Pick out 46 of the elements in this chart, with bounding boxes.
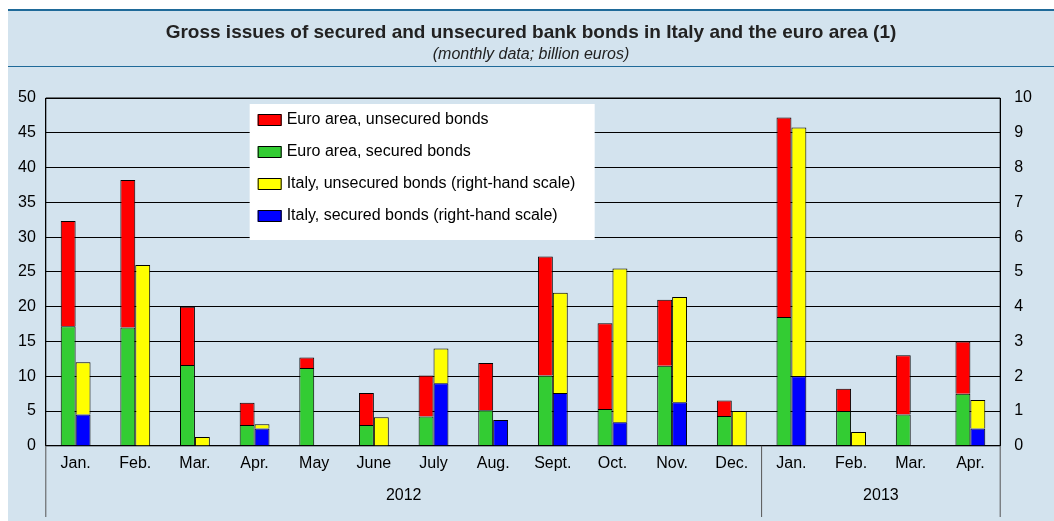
y2-tick-label: 10 (1014, 88, 1033, 106)
y-tick-label: 15 (18, 331, 36, 349)
y2-tick-label: 6 (1014, 227, 1024, 245)
x-tick-label: Oct. (597, 453, 628, 471)
x-tick-label: Jan. (60, 453, 91, 471)
x-tick-label: Mar. (179, 453, 211, 471)
y2-tick-label: 9 (1014, 123, 1024, 141)
x-tick-label: Feb. (835, 453, 868, 471)
legend-label: Italy, secured bonds (right-hand scale) (286, 206, 558, 224)
text: 2013 (863, 486, 899, 504)
y-tick-label: 40 (18, 157, 36, 175)
legend-label: Euro area, unsecured bonds (286, 110, 489, 128)
y-tick-label: 20 (18, 297, 36, 315)
x-tick-label: May (299, 453, 330, 471)
x-tick-label: Apr. (956, 453, 985, 471)
y2-tick-label: 3 (1014, 331, 1024, 349)
x-tick-label: June (356, 453, 392, 471)
y-tick-label: 0 (26, 436, 36, 454)
x-tick-label: Jan. (776, 453, 807, 471)
y2-tick-label: 2 (1014, 366, 1024, 384)
x-tick-label: Dec. (715, 453, 749, 471)
x-tick-label: Nov. (656, 453, 688, 471)
y-tick-label: 10 (18, 366, 36, 384)
y2-tick-label: 0 (1014, 436, 1024, 454)
y-tick-label: 30 (18, 227, 36, 245)
y-tick-label: 35 (18, 192, 36, 210)
x-tick-label: Mar. (895, 453, 927, 471)
x-tick-label: Aug. (476, 453, 510, 471)
legend-label: Euro area, secured bonds (286, 142, 471, 160)
text: 2012 (385, 486, 422, 504)
y-tick-label: 50 (18, 88, 36, 106)
chart-title: Gross issues of secured and unsecured bank bonds in Italy and the euro area (1) (164, 20, 898, 43)
y2-tick-label: 1 (1014, 401, 1024, 419)
y2-tick-label: 5 (1014, 262, 1024, 280)
y-tick-label: 5 (26, 401, 36, 419)
x-tick-label: Feb. (119, 453, 152, 471)
x-tick-label: July (419, 453, 448, 471)
y2-tick-label: 8 (1014, 157, 1024, 175)
x-tick-label: Sept. (534, 453, 572, 471)
x-tick-label: Apr. (240, 453, 269, 471)
y-tick-label: 45 (18, 123, 36, 141)
y2-tick-label: 7 (1014, 192, 1024, 210)
chart-subtitle: (monthly data; billion euros) (431, 45, 631, 63)
y-tick-label: 25 (18, 262, 36, 280)
legend-label: Italy, unsecured bonds (right-hand scale) (286, 174, 576, 192)
y2-tick-label: 4 (1014, 297, 1024, 315)
